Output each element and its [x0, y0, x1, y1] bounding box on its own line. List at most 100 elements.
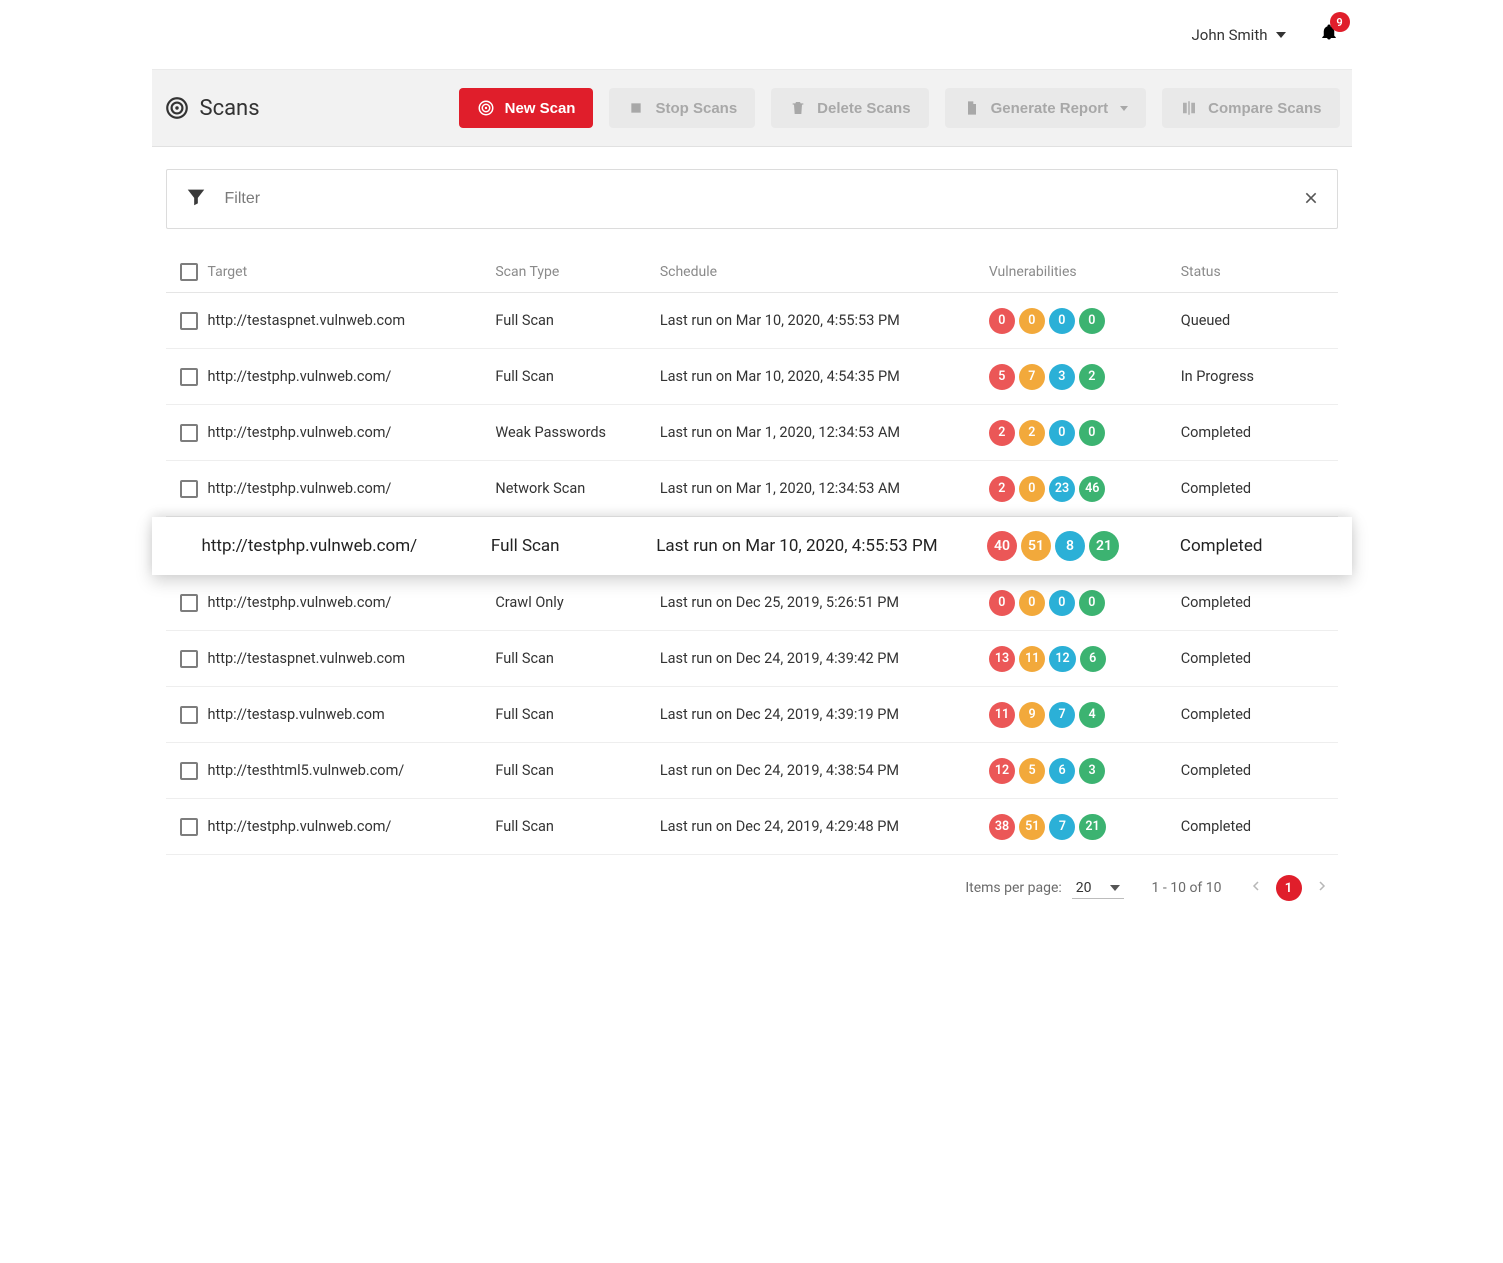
items-per-page-select[interactable]: 20: [1072, 878, 1124, 899]
notification-count: 9: [1330, 12, 1350, 32]
new-scan-button[interactable]: New Scan: [459, 88, 594, 128]
table-row[interactable]: http://testphp.vulnweb.com/Network ScanL…: [166, 461, 1338, 517]
cell-status: Completed: [1181, 480, 1332, 497]
cell-scan-type: Network Scan: [495, 480, 659, 497]
user-menu[interactable]: John Smith: [1192, 26, 1286, 44]
row-checkbox[interactable]: [180, 650, 198, 668]
cell-target: http://testphp.vulnweb.com/: [208, 424, 496, 441]
cell-status: Completed: [1180, 536, 1332, 556]
cell-vulnerabilities: 4051821: [987, 531, 1180, 561]
filter-input[interactable]: [223, 189, 1287, 209]
col-scan-type: Scan Type: [495, 264, 659, 280]
cell-target: http://testphp.vulnweb.com/: [208, 368, 496, 385]
row-checkbox[interactable]: [180, 762, 198, 780]
caret-down-icon: [1120, 106, 1128, 111]
cell-scan-type: Full Scan: [495, 706, 659, 723]
vuln-badge: 2: [1079, 364, 1105, 390]
table-row[interactable]: http://testaspnet.vulnweb.comFull ScanLa…: [166, 293, 1338, 349]
vuln-badge: 6: [1049, 758, 1075, 784]
select-all-checkbox[interactable]: [180, 263, 198, 281]
vuln-badge: 13: [989, 646, 1015, 672]
current-page[interactable]: 1: [1276, 875, 1302, 901]
vuln-badge: 0: [989, 308, 1015, 334]
cell-target: http://testasp.vulnweb.com: [208, 706, 496, 723]
cell-schedule: Last run on Mar 10, 2020, 4:54:35 PM: [660, 368, 989, 385]
cell-scan-type: Full Scan: [495, 368, 659, 385]
stop-scans-label: Stop Scans: [655, 100, 737, 117]
compare-scans-label: Compare Scans: [1208, 100, 1321, 117]
scans-table: Target Scan Type Schedule Vulnerabilitie…: [166, 251, 1338, 855]
row-checkbox[interactable]: [180, 312, 198, 330]
vuln-badge: 7: [1049, 814, 1075, 840]
items-per-page-value: 20: [1076, 880, 1092, 896]
col-vulnerabilities: Vulnerabilities: [989, 264, 1181, 280]
cell-status: Completed: [1181, 818, 1332, 835]
table-row[interactable]: http://testhtml5.vulnweb.com/Full ScanLa…: [166, 743, 1338, 799]
file-icon: [963, 99, 981, 117]
page-title-wrap: Scans: [164, 95, 260, 121]
toolbar: Scans New Scan Stop Scans Delete Scans G: [152, 70, 1352, 147]
vuln-badge: 46: [1079, 476, 1105, 502]
vuln-badge: 4: [1079, 702, 1105, 728]
table-row[interactable]: http://testphp.vulnweb.com/Full ScanLast…: [152, 517, 1352, 575]
items-per-page-label: Items per page:: [965, 880, 1061, 896]
cell-status: Completed: [1181, 424, 1332, 441]
cell-target: http://testhtml5.vulnweb.com/: [208, 762, 496, 779]
vuln-badge: 8: [1055, 531, 1085, 561]
vuln-badge: 12: [1049, 646, 1075, 672]
cell-schedule: Last run on Mar 1, 2020, 12:34:53 AM: [660, 480, 989, 497]
vuln-badge: 0: [1079, 420, 1105, 446]
cell-vulnerabilities: 1311126: [989, 646, 1181, 672]
vuln-badge: 0: [989, 590, 1015, 616]
delete-scans-label: Delete Scans: [817, 100, 910, 117]
row-checkbox[interactable]: [180, 368, 198, 386]
vuln-badge: 3: [1049, 364, 1075, 390]
vuln-badge: 0: [1019, 476, 1045, 502]
table-row[interactable]: http://testasp.vulnweb.comFull ScanLast …: [166, 687, 1338, 743]
user-name: John Smith: [1192, 26, 1268, 44]
table-row[interactable]: http://testaspnet.vulnweb.comFull ScanLa…: [166, 631, 1338, 687]
clear-filter-button[interactable]: [1303, 187, 1319, 211]
cell-vulnerabilities: 12563: [989, 758, 1181, 784]
cell-scan-type: Crawl Only: [495, 594, 659, 611]
cell-vulnerabilities: 2200: [989, 420, 1181, 446]
vuln-badge: 0: [1019, 590, 1045, 616]
vuln-badge: 6: [1080, 646, 1106, 672]
row-checkbox[interactable]: [180, 594, 198, 612]
cell-status: In Progress: [1181, 368, 1332, 385]
target-icon: [164, 95, 190, 121]
notifications-button[interactable]: 9: [1320, 22, 1338, 47]
stop-icon: [627, 99, 645, 117]
cell-vulnerabilities: 11974: [989, 702, 1181, 728]
vuln-badge: 5: [989, 364, 1015, 390]
vuln-badge: 0: [1079, 590, 1105, 616]
col-target: Target: [208, 264, 496, 280]
cell-status: Completed: [1181, 594, 1332, 611]
table-row[interactable]: http://testphp.vulnweb.com/Crawl OnlyLas…: [166, 575, 1338, 631]
vuln-badge: 2: [989, 476, 1015, 502]
vuln-badge: 11: [989, 702, 1015, 728]
vuln-badge: 0: [1049, 308, 1075, 334]
cell-vulnerabilities: 202346: [989, 476, 1181, 502]
col-schedule: Schedule: [660, 264, 989, 280]
prev-page-button: [1250, 876, 1262, 901]
stop-scans-button: Stop Scans: [609, 88, 755, 128]
cell-schedule: Last run on Mar 10, 2020, 4:55:53 PM: [656, 536, 987, 556]
cell-scan-type: Weak Passwords: [495, 424, 659, 441]
row-checkbox[interactable]: [180, 424, 198, 442]
row-checkbox[interactable]: [180, 818, 198, 836]
cell-schedule: Last run on Dec 24, 2019, 4:39:19 PM: [660, 706, 989, 723]
table-row[interactable]: http://testphp.vulnweb.com/Full ScanLast…: [166, 349, 1338, 405]
vuln-badge: 11: [1019, 646, 1045, 672]
vuln-badge: 0: [1049, 590, 1075, 616]
vuln-badge: 51: [1019, 814, 1045, 840]
row-checkbox[interactable]: [180, 706, 198, 724]
topbar: John Smith 9: [152, 0, 1352, 70]
cell-vulnerabilities: 0000: [989, 590, 1181, 616]
row-checkbox[interactable]: [180, 480, 198, 498]
table-row[interactable]: http://testphp.vulnweb.com/Weak Password…: [166, 405, 1338, 461]
vuln-badge: 51: [1021, 531, 1051, 561]
page-title: Scans: [200, 96, 260, 121]
col-status: Status: [1181, 264, 1332, 280]
table-row[interactable]: http://testphp.vulnweb.com/Full ScanLast…: [166, 799, 1338, 855]
